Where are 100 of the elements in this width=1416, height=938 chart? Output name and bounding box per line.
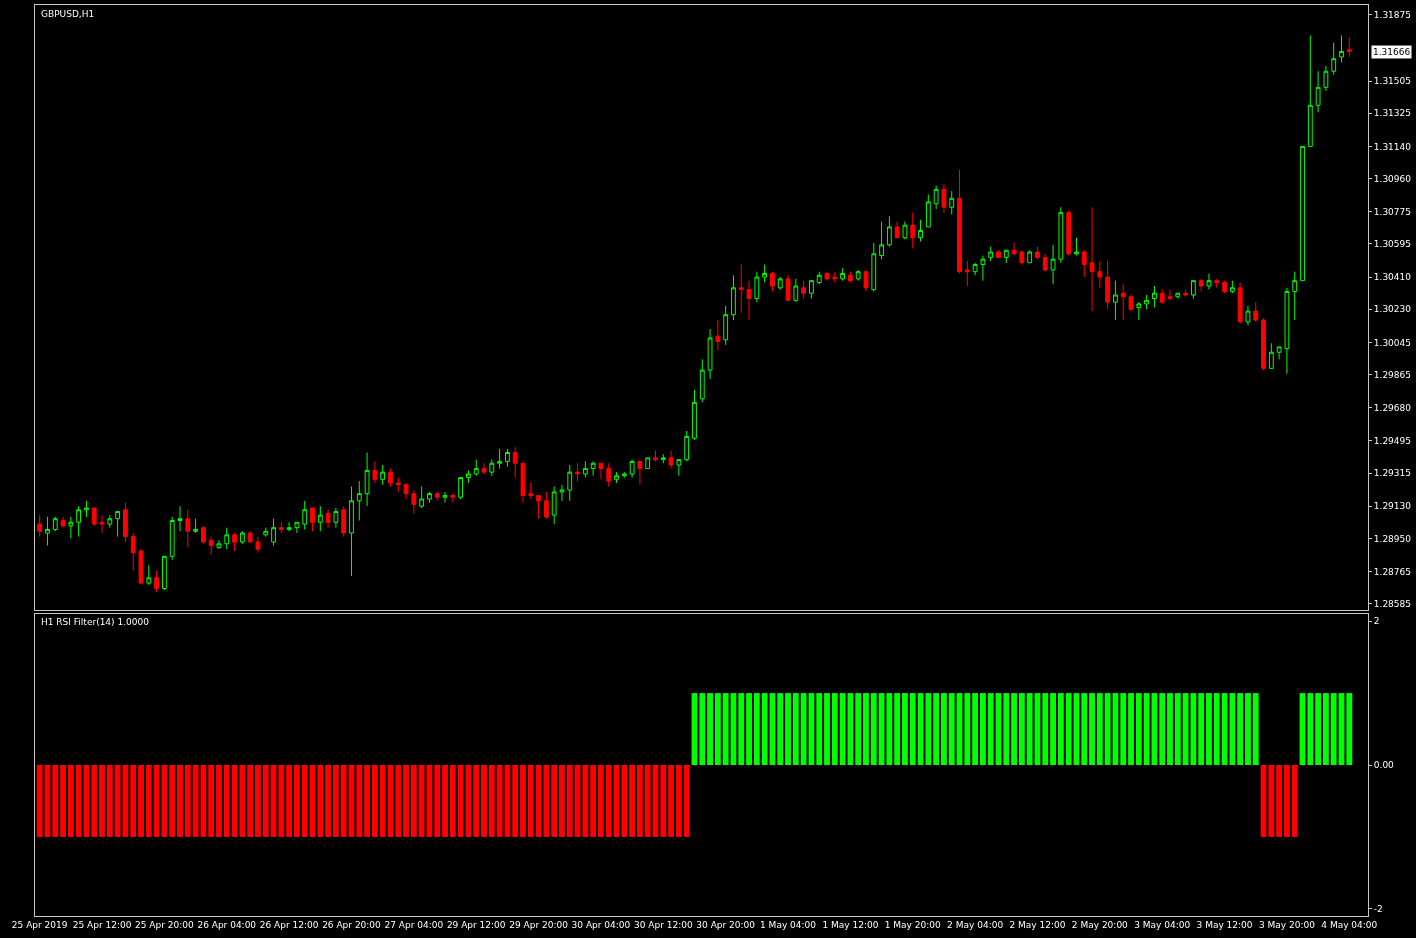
candlestick	[590, 460, 596, 477]
x-tick-label: 29 Apr 20:00	[509, 919, 569, 930]
candlestick	[232, 532, 237, 552]
y-tick-label: 1.31140	[1373, 141, 1412, 152]
candlestick	[668, 450, 674, 470]
candlestick	[1144, 294, 1150, 310]
candlestick	[107, 514, 113, 529]
candlestick	[1167, 289, 1173, 301]
candlestick	[278, 521, 284, 534]
y-tick-label: 1.29865	[1373, 369, 1412, 380]
candlestick	[1089, 206, 1095, 312]
candlestick	[403, 482, 409, 500]
candlestick	[528, 482, 534, 500]
y-tick-label: 1.28585	[1373, 598, 1412, 609]
candlestick	[333, 507, 339, 529]
y-tick-label: 0.00	[1373, 760, 1395, 771]
candlestick	[746, 280, 752, 321]
candlestick	[567, 464, 573, 502]
candlestick	[1042, 253, 1048, 273]
candlestick	[247, 530, 253, 543]
y-tick-label: 1.30410	[1373, 272, 1412, 283]
y-tick-label: 1.28950	[1373, 533, 1412, 544]
y-tick-label: 1.30960	[1373, 173, 1412, 184]
y-tick-label: 1.30775	[1373, 206, 1412, 217]
y-tick-label: 1.31875	[1373, 9, 1412, 20]
candlestick	[91, 507, 97, 527]
candlestick	[1245, 305, 1251, 326]
candlestick	[349, 485, 354, 577]
x-tick-label: 3 May 04:00	[1134, 919, 1191, 930]
candlestick	[497, 448, 503, 470]
candlestick	[738, 264, 744, 314]
candlestick	[68, 516, 74, 539]
candlestick	[1175, 292, 1181, 300]
candlestick	[99, 514, 105, 534]
candlestick	[427, 491, 432, 504]
candlestick	[793, 278, 799, 303]
candlestick	[52, 516, 58, 532]
candlestick	[629, 459, 635, 479]
candlestick	[707, 328, 713, 380]
candlestick	[863, 269, 869, 292]
candlestick	[1237, 281, 1243, 325]
x-tick-label: 1 May 12:00	[822, 919, 879, 930]
candlestick	[902, 221, 908, 240]
candlestick	[941, 183, 947, 214]
x-tick-label: 26 Apr 12:00	[259, 919, 319, 930]
candlestick	[684, 430, 690, 462]
candlestick	[208, 536, 214, 556]
x-tick-label: 25 Apr 20:00	[135, 919, 195, 930]
candlestick	[169, 516, 175, 561]
candlestick	[1011, 242, 1017, 257]
candlestick	[660, 453, 666, 464]
candlestick	[271, 518, 276, 547]
candlestick	[146, 564, 152, 586]
candlestick	[458, 477, 464, 500]
candlestick	[723, 305, 729, 346]
candlestick	[224, 527, 230, 550]
x-tick-label: 3 May 20:00	[1258, 919, 1316, 930]
y-tick-label: 2	[1373, 616, 1380, 627]
y-tick-label: 1.30230	[1373, 304, 1412, 315]
candlestick	[130, 532, 136, 572]
candlestick	[1074, 237, 1079, 257]
candlestick	[1081, 249, 1087, 278]
candlestick	[341, 505, 347, 538]
candlestick	[1136, 301, 1142, 321]
x-tick-label: 1 May 20:00	[884, 919, 942, 930]
candlestick	[1229, 280, 1235, 294]
candlestick	[925, 194, 931, 228]
y-tick-label: 1.31325	[1373, 108, 1412, 119]
candlestick	[263, 527, 269, 538]
candlestick	[177, 505, 183, 532]
candlestick	[731, 274, 736, 321]
candlestick	[816, 271, 822, 285]
candlestick	[1035, 246, 1040, 260]
candlestick	[980, 255, 986, 282]
candlestick	[193, 518, 198, 534]
candlestick	[115, 511, 121, 538]
candlestick	[1120, 283, 1126, 321]
candlestick	[325, 509, 331, 529]
candlestick	[559, 484, 565, 502]
candlestick	[388, 468, 393, 487]
candlestick	[216, 539, 222, 550]
candlestick	[699, 358, 705, 403]
candlestick	[1261, 317, 1266, 371]
candlestick	[372, 460, 378, 484]
y-tick-label: 1.31505	[1373, 76, 1412, 87]
candlestick	[551, 485, 557, 525]
candlestick	[536, 494, 541, 520]
x-tick-label: 2 May 20:00	[1071, 919, 1129, 930]
candlestick	[310, 507, 315, 532]
x-tick-label: 25 Apr 12:00	[72, 919, 132, 930]
candlestick	[637, 460, 643, 486]
y-tick-label: 1.28765	[1373, 566, 1412, 577]
candlestick	[1159, 289, 1165, 305]
candlestick	[1214, 278, 1220, 289]
candlestick	[76, 505, 82, 538]
candlestick	[317, 505, 323, 532]
candlestick	[45, 516, 50, 547]
candlestick	[606, 462, 612, 487]
text: 1.31666	[1373, 47, 1411, 57]
candlestick	[364, 451, 370, 507]
